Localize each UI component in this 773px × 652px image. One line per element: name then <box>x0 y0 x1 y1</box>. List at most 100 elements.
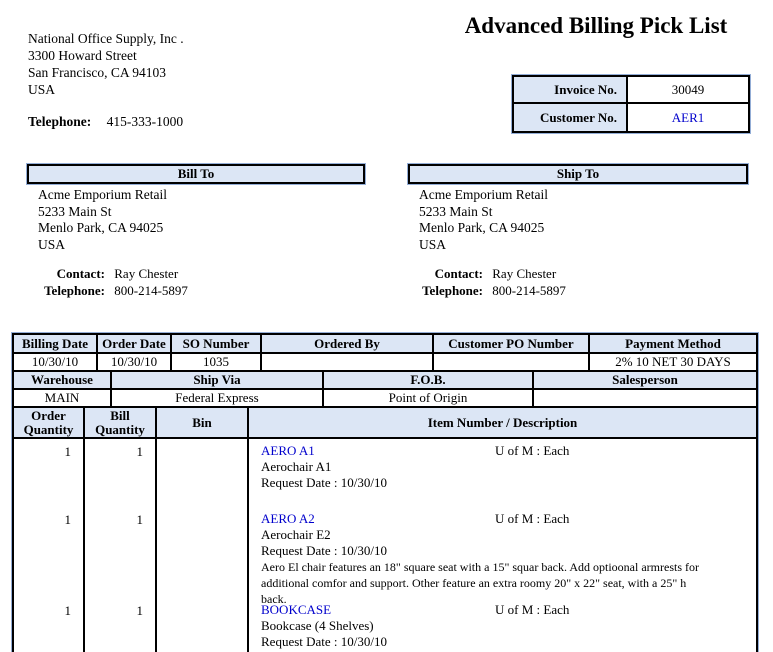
report-title: Advanced Billing Pick List <box>464 13 728 38</box>
bin-value <box>157 439 249 507</box>
ship-to-contact-label: Contact: <box>434 266 483 281</box>
invoice-number-row: Invoice No. 30049 <box>514 77 748 104</box>
company-name: National Office Supply, Inc . <box>28 31 184 46</box>
bill-to-contact-row: Contact: Ray Chester <box>27 266 188 283</box>
ship-to-city: Menlo Park, CA 94025 <box>419 220 545 235</box>
customer-number-link[interactable]: AER1 <box>671 109 705 125</box>
line-item-row: 1 1 U of M : Each BOOKCASE Bookcase (4 S… <box>14 598 756 650</box>
item-description: Bookcase (4 Shelves) <box>261 618 374 633</box>
column-divider <box>247 439 249 652</box>
fob-value: Point of Origin <box>324 390 534 408</box>
order-value-row-2: MAIN Federal Express Point of Origin <box>14 390 756 408</box>
bill-to-address: Acme Emporium Retail 5233 Main St Menlo … <box>38 187 167 253</box>
item-request-date: Request Date : 10/30/10 <box>261 475 388 490</box>
col-header-so-number: SO Number <box>172 335 262 354</box>
bill-qty-value: 1 <box>136 512 144 527</box>
item-number-link[interactable]: AERO A2 <box>261 511 315 526</box>
col-header-bill-quantity: Bill Quantity <box>85 408 157 439</box>
ship-via-value: Federal Express <box>112 390 324 408</box>
bill-qty-value: 1 <box>136 444 144 459</box>
item-description: Aerochair A1 <box>261 459 332 474</box>
col-header-order-quantity: Order Quantity <box>14 408 85 439</box>
ship-to-address: Acme Emporium Retail 5233 Main St Menlo … <box>419 187 548 253</box>
item-request-date: Request Date : 10/30/10 <box>261 543 388 558</box>
column-divider <box>155 439 157 652</box>
column-divider <box>83 439 85 652</box>
item-number-link[interactable]: BOOKCASE <box>261 602 332 617</box>
bill-to-contact-block: Contact: Ray Chester Telephone: 800-214-… <box>27 266 188 299</box>
order-header-row-1: Billing Date Order Date SO Number Ordere… <box>14 335 756 354</box>
customer-number-label: Customer No. <box>514 104 628 131</box>
col-header-ordered-by: Ordered By <box>262 335 434 354</box>
order-qty-value: 1 <box>64 603 72 618</box>
item-number-link[interactable]: AERO A1 <box>261 443 315 458</box>
item-description: Aerochair E2 <box>261 527 331 542</box>
ship-to-country: USA <box>419 236 447 252</box>
payment-method-value: 2% 10 NET 30 DAYS <box>590 354 756 372</box>
col-header-order-date: Order Date <box>98 335 172 354</box>
line-item-row: 1 1 U of M : Each AERO A2 Aerochair E2 R… <box>14 507 756 606</box>
company-phone-row: Telephone: 415-333-1000 <box>28 113 184 130</box>
col-header-salesperson: Salesperson <box>534 372 756 390</box>
so-number-value: 1035 <box>172 354 262 372</box>
order-date-value: 10/30/10 <box>98 354 172 372</box>
ship-to-contact-row: Contact: Ray Chester <box>405 266 566 283</box>
order-header-row-2: Warehouse Ship Via F.O.B. Salesperson <box>14 372 756 390</box>
warehouse-value: MAIN <box>14 390 112 408</box>
company-phone-label: Telephone: <box>28 114 92 129</box>
bill-to-header: Bill To <box>26 163 366 185</box>
invoice-number-label: Invoice No. <box>514 77 628 102</box>
bill-to-street: 5233 Main St <box>38 203 112 219</box>
line-items-header-row: Order Quantity Bill Quantity Bin Item Nu… <box>14 408 756 439</box>
ship-to-street: 5233 Main St <box>419 203 493 219</box>
salesperson-value <box>534 390 756 408</box>
bill-qty-value: 1 <box>136 603 144 618</box>
bill-to-contact-value: Ray Chester <box>114 266 179 281</box>
item-request-date: Request Date : 10/30/10 <box>261 634 388 649</box>
bill-to-city: Menlo Park, CA 94025 <box>38 220 164 235</box>
line-item-row: 1 1 U of M : Each AERO A1 Aerochair A1 R… <box>14 439 756 507</box>
col-header-payment-method: Payment Method <box>590 335 756 354</box>
bill-to-contact-label: Contact: <box>56 266 105 281</box>
order-value-row-1: 10/30/10 10/30/10 1035 2% 10 NET 30 DAYS <box>14 354 756 372</box>
billing-date-value: 10/30/10 <box>14 354 98 372</box>
bin-value <box>157 598 249 650</box>
col-header-warehouse: Warehouse <box>14 372 112 390</box>
col-header-fob: F.O.B. <box>324 372 534 390</box>
col-header-item-description: Item Number / Description <box>249 408 756 439</box>
invoice-number-value: 30049 <box>671 81 705 97</box>
bill-to-country: USA <box>38 236 66 252</box>
bill-to-phone-row: Telephone: 800-214-5897 <box>27 283 188 300</box>
company-phone-value: 415-333-1000 <box>106 114 184 129</box>
company-street: 3300 Howard Street <box>28 48 137 63</box>
customer-po-value <box>434 354 590 372</box>
item-description-cell: U of M : Each AERO A2 Aerochair E2 Reque… <box>249 507 756 607</box>
bill-to-name: Acme Emporium Retail <box>38 187 167 202</box>
ship-to-header: Ship To <box>407 163 749 185</box>
ship-to-contact-block: Contact: Ray Chester Telephone: 800-214-… <box>405 266 566 299</box>
order-qty-value: 1 <box>64 512 72 527</box>
item-description-cell: U of M : Each AERO A1 Aerochair A1 Reque… <box>249 439 756 507</box>
bill-to-phone-label: Telephone: <box>44 282 105 298</box>
uofm-value: U of M : Each <box>495 511 570 526</box>
ship-to-contact-value: Ray Chester <box>492 266 557 281</box>
col-header-ship-via: Ship Via <box>112 372 324 390</box>
col-header-bin: Bin <box>157 408 249 439</box>
uofm-value: U of M : Each <box>495 443 570 458</box>
order-qty-value: 1 <box>64 444 72 459</box>
bin-value <box>157 507 249 607</box>
company-city: San Francisco, CA 94103 <box>28 65 166 80</box>
ordered-by-value <box>262 354 434 372</box>
uofm-value: U of M : Each <box>495 602 570 617</box>
order-table: Billing Date Order Date SO Number Ordere… <box>11 332 759 652</box>
invoice-info-box: Invoice No. 30049 Customer No. AER1 <box>511 74 751 134</box>
col-header-customer-po: Customer PO Number <box>434 335 590 354</box>
ship-to-name: Acme Emporium Retail <box>419 187 548 202</box>
item-description-cell: U of M : Each BOOKCASE Bookcase (4 Shelv… <box>249 598 756 650</box>
ship-to-phone-label: Telephone: <box>422 282 483 298</box>
company-address-block: National Office Supply, Inc . 3300 Howar… <box>28 30 184 130</box>
col-header-billing-date: Billing Date <box>14 335 98 354</box>
customer-number-row: Customer No. AER1 <box>514 104 748 131</box>
item-long-description: Aero El chair features an 18" square sea… <box>261 560 699 606</box>
ship-to-phone-row: Telephone: 800-214-5897 <box>405 283 566 300</box>
